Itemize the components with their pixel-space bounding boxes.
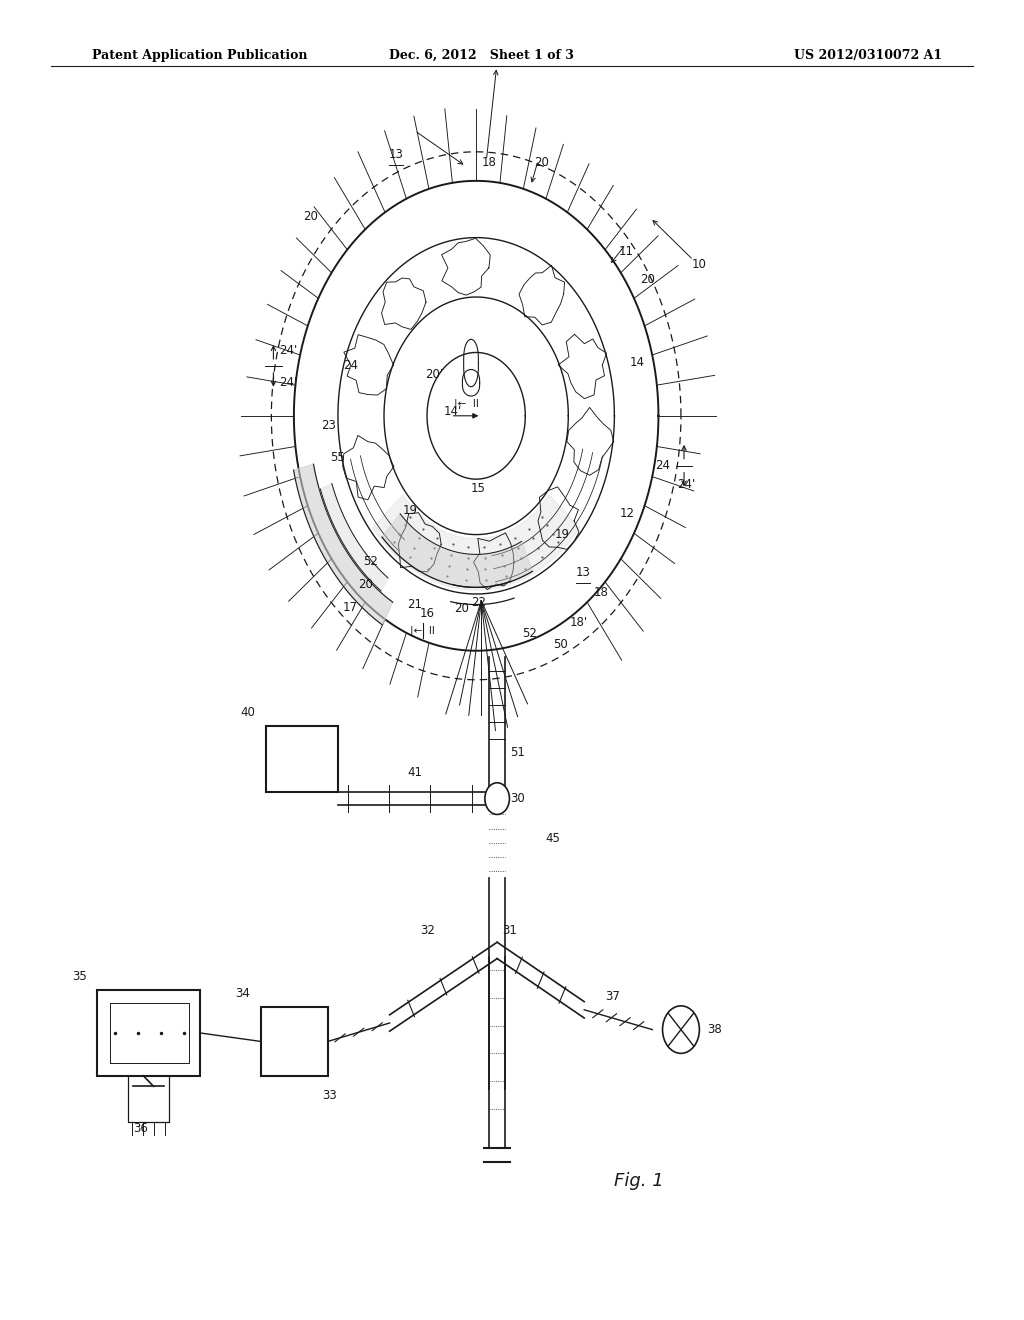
Text: 34: 34 — [236, 987, 251, 1001]
Text: 20: 20 — [357, 578, 373, 591]
Text: 20': 20' — [426, 368, 443, 380]
Text: Dec. 6, 2012   Sheet 1 of 3: Dec. 6, 2012 Sheet 1 of 3 — [389, 49, 573, 62]
Polygon shape — [373, 495, 580, 590]
Text: 10: 10 — [691, 257, 707, 271]
Text: 14': 14' — [443, 405, 462, 418]
Polygon shape — [294, 465, 392, 624]
Text: 32: 32 — [420, 924, 435, 937]
Text: 38: 38 — [708, 1023, 722, 1036]
Text: US 2012/0310072 A1: US 2012/0310072 A1 — [794, 49, 942, 62]
Text: 33: 33 — [323, 1089, 337, 1102]
Circle shape — [485, 783, 510, 814]
Text: 30: 30 — [510, 792, 524, 805]
Text: 20: 20 — [535, 157, 549, 169]
Text: 18: 18 — [594, 586, 608, 598]
Text: 52: 52 — [522, 627, 538, 640]
Text: Patent Application Publication: Patent Application Publication — [92, 49, 307, 62]
Text: 13: 13 — [389, 148, 404, 161]
Text: 36: 36 — [133, 1122, 148, 1135]
Text: 13: 13 — [575, 566, 591, 579]
Text: 52: 52 — [364, 554, 378, 568]
Text: 16: 16 — [420, 607, 435, 620]
Text: 37: 37 — [604, 990, 620, 1003]
Text: 19: 19 — [555, 528, 569, 541]
Text: 22: 22 — [471, 597, 486, 610]
Text: |←  II: |← II — [454, 399, 478, 409]
Text: 35: 35 — [72, 970, 86, 983]
Text: 18: 18 — [481, 157, 497, 169]
Text: 40: 40 — [241, 706, 256, 719]
Text: 24': 24' — [280, 376, 298, 389]
Text: 24: 24 — [654, 459, 670, 473]
Text: 24': 24' — [677, 478, 695, 491]
Text: 51: 51 — [510, 746, 525, 759]
Text: 31: 31 — [502, 924, 517, 937]
Text: 15: 15 — [471, 482, 486, 495]
Text: 14: 14 — [630, 356, 645, 368]
Polygon shape — [321, 483, 388, 591]
Text: 11: 11 — [618, 244, 633, 257]
Text: 20: 20 — [640, 273, 655, 286]
Text: 23: 23 — [322, 418, 336, 432]
Text: |←  II: |← II — [410, 626, 434, 636]
Text: 24': 24' — [280, 345, 298, 356]
Text: 20: 20 — [454, 602, 469, 615]
Text: 41: 41 — [408, 766, 422, 779]
Text: 50: 50 — [553, 638, 567, 651]
Text: 19: 19 — [402, 504, 418, 517]
Text: 17: 17 — [343, 601, 358, 614]
Text: 55: 55 — [331, 451, 345, 463]
Text: 24: 24 — [343, 359, 357, 372]
Text: 18': 18' — [570, 616, 589, 630]
Text: 20: 20 — [303, 210, 317, 223]
Polygon shape — [382, 513, 532, 587]
Text: 12: 12 — [620, 507, 635, 520]
Text: 21: 21 — [408, 598, 422, 611]
Text: 45: 45 — [546, 832, 561, 845]
Text: Fig. 1: Fig. 1 — [614, 1172, 665, 1191]
